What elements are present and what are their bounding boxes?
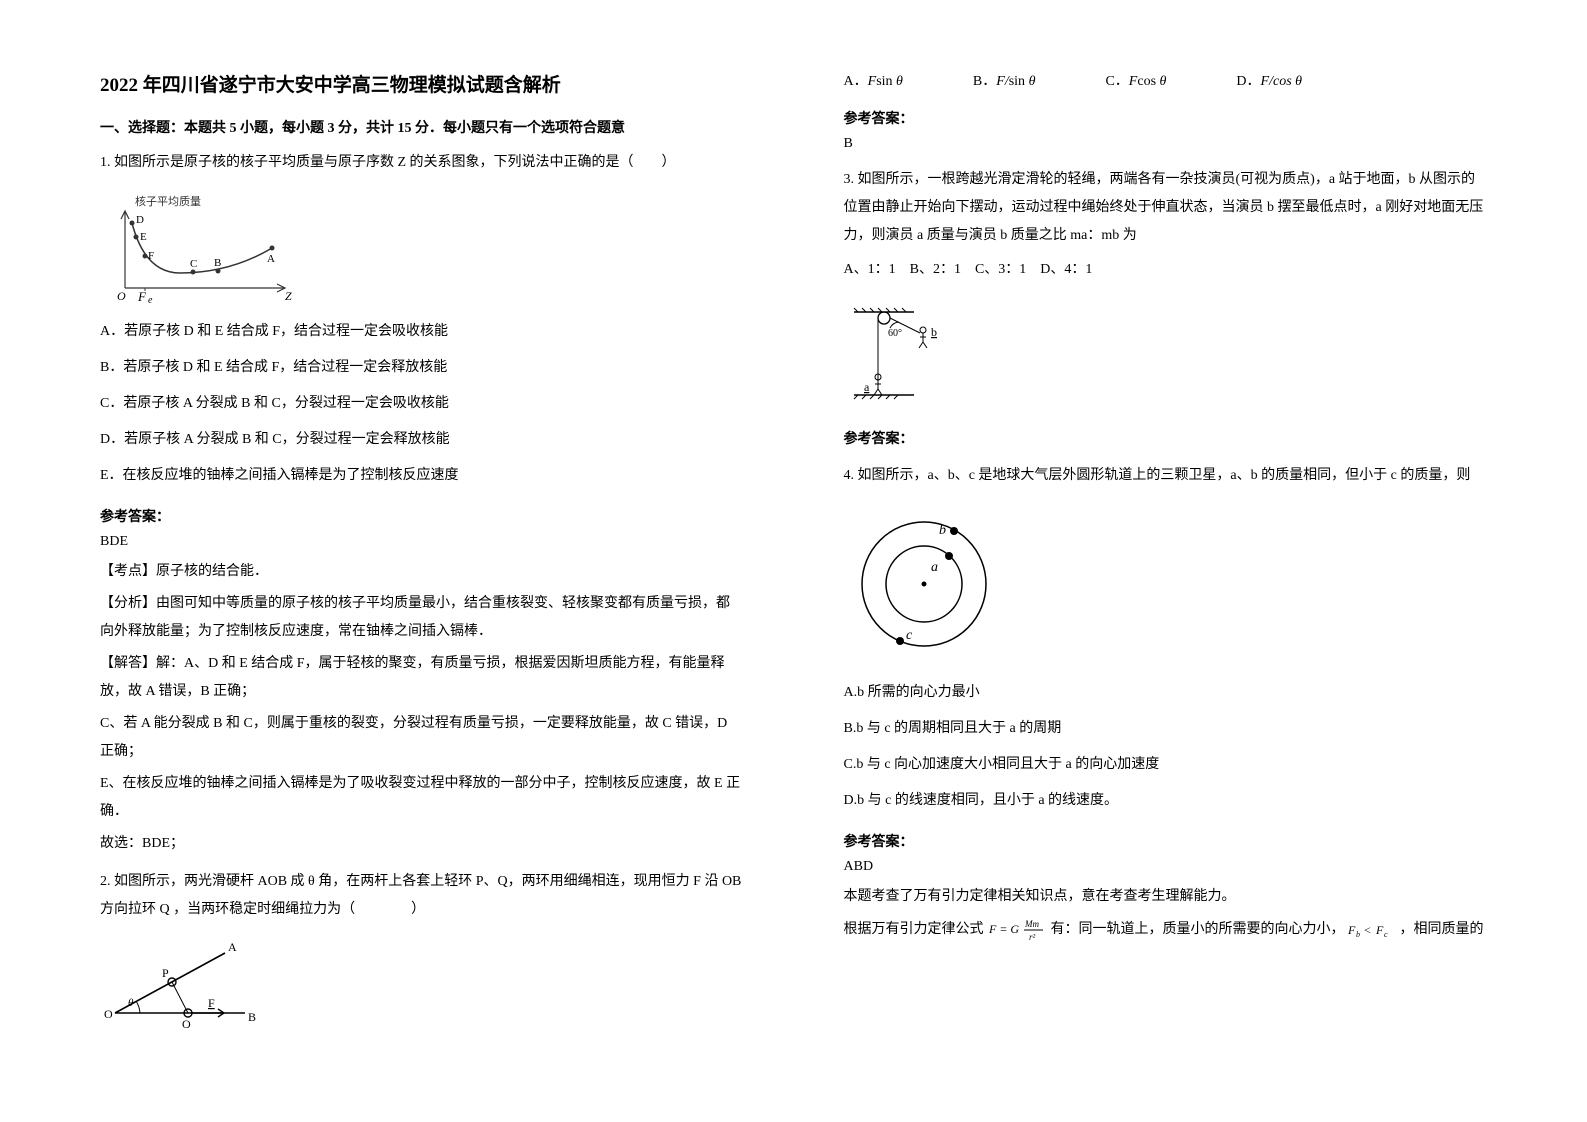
svg-text:A: A: [267, 253, 275, 265]
q1-analysis-5: E、在核反应堆的铀棒之间插入镉棒是为了吸收裂变过程中释放的一部分中子，控制核反应…: [100, 770, 744, 826]
q2-diagram: O A B θ P Q F: [100, 938, 260, 1028]
q3-options: A、1：1 B、2：1 C、3：1 D、4：1: [844, 256, 1488, 284]
q4-optA: A.b 所需的向心力最小: [844, 679, 1488, 707]
q4-optB: B.b 与 c 的周期相同且大于 a 的周期: [844, 715, 1488, 743]
q2-answer-label: 参考答案：: [844, 108, 1488, 128]
q3-figure: 60° b a: [844, 300, 1488, 410]
q4-diagram: a b c: [844, 504, 1004, 664]
q1-optA: A．若原子核 D 和 E 结合成 F，结合过程一定会吸收核能: [100, 318, 744, 346]
q1-analysis-2: 【分析】由图可知中等质量的原子核的核子平均质量最小，结合重核裂变、轻核聚变都有质…: [100, 590, 744, 646]
document-title: 2022 年四川省遂宁市大安中学高三物理模拟试题含解析: [100, 70, 744, 97]
left-column: 2022 年四川省遂宁市大安中学高三物理模拟试题含解析 一、选择题：本题共 5 …: [50, 70, 794, 1092]
q2-answer: B: [844, 136, 1488, 152]
svg-text:E: E: [140, 231, 147, 243]
svg-text:A: A: [228, 940, 237, 954]
q3-answer-label: 参考答案：: [844, 428, 1488, 448]
q1-analysis-1: 【考点】原子核的结合能．: [100, 558, 744, 586]
q1-stem: 1. 如图所示是原子核的核子平均质量与原子序数 Z 的关系图象，下列说法中正确的…: [100, 149, 744, 177]
svg-text:e: e: [148, 295, 153, 303]
right-column: A．Fsin θ B．F/sin θ C．Fcos θ D．F/cos θ 参考…: [794, 70, 1538, 1092]
gravity-formula-icon: F = G Mm r²: [987, 915, 1047, 945]
q2-figure: O A B θ P Q F: [100, 938, 744, 1033]
svg-text:F: F: [208, 996, 215, 1010]
svg-text:θ: θ: [128, 997, 134, 1009]
q4-stem: 4. 如图所示，a、b、c 是地球大气层外圆形轨道上的三颗卫星，a、b 的质量相…: [844, 462, 1488, 490]
svg-text:D: D: [136, 214, 144, 226]
q1-optE: E．在核反应堆的铀棒之间插入镉棒是为了控制核反应速度: [100, 462, 744, 490]
q2-stem: 2. 如图所示，两光滑硬杆 AOB 成 θ 角，在两杆上各套上轻环 P、Q，两环…: [100, 868, 744, 924]
svg-text:a: a: [931, 560, 938, 575]
q4-optC: C.b 与 c 向心加速度大小相同且大于 a 的向心加速度: [844, 751, 1488, 779]
svg-text:F: F: [137, 289, 147, 303]
q4-answer-label: 参考答案：: [844, 831, 1488, 851]
svg-text:Z: Z: [285, 289, 292, 303]
q1-diagram: 核子平均质量 O Z D E F C B A F e: [100, 193, 300, 303]
q3-diagram: 60° b a: [844, 300, 964, 405]
svg-text:F = G: F = G: [988, 922, 1019, 936]
q4-analysis-1: 本题考查了万有引力定律相关知识点，意在考查考生理解能力。: [844, 883, 1488, 911]
svg-text:Q: Q: [182, 1017, 191, 1028]
q4-answer: ABD: [844, 859, 1488, 875]
axis-label-y: 核子平均质量: [135, 194, 201, 208]
section-1-header: 一、选择题：本题共 5 小题，每小题 3 分，共计 15 分．每小题只有一个选项…: [100, 117, 744, 137]
q2-options: A．Fsin θ B．F/sin θ C．Fcos θ D．F/cos θ: [844, 70, 1488, 90]
svg-text:F: F: [148, 250, 154, 262]
svg-text:Mm: Mm: [1024, 919, 1039, 929]
q1-optD: D．若原子核 A 分裂成 B 和 C，分裂过程一定会释放核能: [100, 426, 744, 454]
q2-optC: C．Fcos θ: [1105, 70, 1166, 90]
q4-a2-post: ，相同质量的: [1400, 922, 1484, 937]
q2-optA: A．Fsin θ: [844, 70, 903, 90]
q2-optB: B．F/sin θ: [973, 70, 1036, 90]
q1-analysis-3: 【解答】解：A、D 和 E 结合成 F，属于轻核的聚变，有质量亏损，根据爱因斯坦…: [100, 650, 744, 706]
svg-text:B: B: [214, 257, 221, 269]
svg-text:O: O: [117, 289, 126, 303]
q1-analysis-6: 故选：BDE；: [100, 830, 744, 858]
svg-text:<: <: [1364, 923, 1371, 937]
q1-answer-label: 参考答案：: [100, 506, 744, 526]
q1-answer: BDE: [100, 534, 744, 550]
q4-optD: D.b 与 c 的线速度相同，且小于 a 的线速度。: [844, 787, 1488, 815]
svg-text:b: b: [1356, 930, 1360, 938]
q4-a2-pre: 根据万有引力定律公式: [844, 922, 984, 937]
svg-text:c: c: [906, 628, 913, 643]
q4-a2-mid: 有：同一轨道上，质量小的所需要的向心力小，: [1051, 922, 1345, 937]
q2-optD: D．F/cos θ: [1236, 70, 1302, 90]
svg-text:a: a: [864, 380, 870, 394]
svg-text:O: O: [104, 1007, 113, 1021]
q3-stem: 3. 如图所示，一根跨越光滑定滑轮的轻绳，两端各有一杂技演员(可视为质点)，a …: [844, 166, 1488, 250]
q1-optB: B．若原子核 D 和 E 结合成 F，结合过程一定会释放核能: [100, 354, 744, 382]
svg-text:r²: r²: [1029, 932, 1036, 942]
svg-text:C: C: [190, 258, 197, 270]
svg-text:b: b: [939, 523, 946, 538]
q4-figure: a b c: [844, 504, 1488, 669]
svg-text:b: b: [931, 325, 937, 339]
svg-text:F: F: [1348, 923, 1356, 937]
svg-text:B: B: [248, 1010, 256, 1024]
svg-text:c: c: [1384, 930, 1388, 938]
q1-analysis-4: C、若 A 能分裂成 B 和 C，则属于重核的裂变，分裂过程有质量亏损，一定要释…: [100, 710, 744, 766]
q1-figure: 核子平均质量 O Z D E F C B A F e: [100, 193, 744, 308]
inequality-icon: Fb < Fc: [1348, 922, 1396, 938]
q1-optC: C．若原子核 A 分裂成 B 和 C，分裂过程一定会吸收核能: [100, 390, 744, 418]
svg-text:60°: 60°: [888, 328, 902, 339]
svg-text:F: F: [1375, 923, 1384, 937]
q4-analysis-2: 根据万有引力定律公式 F = G Mm r² 有：同一轨道上，质量小的所需要的向…: [844, 915, 1488, 945]
svg-text:P: P: [162, 966, 169, 980]
